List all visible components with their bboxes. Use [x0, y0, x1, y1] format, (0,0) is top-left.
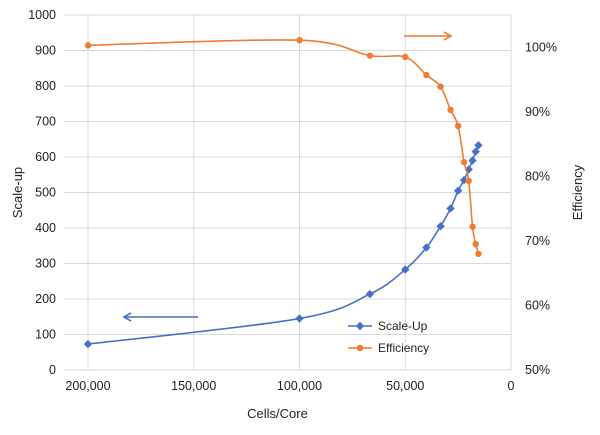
legend-label-scale-up: Scale-Up — [378, 319, 428, 333]
data-point-scale-up — [436, 222, 445, 231]
data-point-efficiency — [366, 52, 374, 59]
data-point-scale-up — [83, 339, 93, 349]
data-point-efficiency — [469, 223, 476, 230]
legend-marker-scale-up — [355, 321, 365, 331]
y-tick-label: 100 — [35, 328, 56, 342]
y2-axis-title: Efficiency — [570, 164, 585, 220]
legend-label-efficiency: Efficiency — [378, 341, 429, 355]
data-point-scale-up — [446, 204, 455, 213]
data-point-efficiency — [84, 42, 92, 49]
y2-tick-label: 80% — [525, 169, 550, 183]
data-point-efficiency — [460, 158, 468, 166]
data-point-efficiency — [454, 122, 462, 130]
y-tick-label: 0 — [49, 363, 56, 377]
x-tick-label: 0 — [508, 379, 515, 393]
y-tick-label: 900 — [35, 44, 56, 58]
y-tick-label: 200 — [35, 292, 56, 306]
arrow-left-head — [122, 312, 132, 322]
y-tick-label: 300 — [35, 257, 56, 271]
data-point-efficiency — [423, 71, 430, 79]
y-axis-title: Scale-up — [10, 167, 25, 218]
y-tick-label: 700 — [35, 115, 56, 129]
y2-tick-label: 60% — [525, 298, 550, 312]
data-point-scale-up — [468, 156, 477, 165]
x-tick-label: 100,000 — [277, 379, 322, 393]
data-point-scale-up — [401, 265, 410, 274]
x-axis-title: Cells/Core — [247, 406, 308, 421]
data-point-efficiency — [465, 177, 472, 185]
y2-tick-label: 90% — [525, 105, 550, 119]
y-tick-label: 800 — [35, 79, 56, 93]
series-line-efficiency — [87, 39, 480, 255]
x-tick-label: 200,000 — [65, 379, 110, 393]
data-point-efficiency — [447, 106, 454, 114]
series-line-scale-up — [87, 144, 480, 345]
data-point-efficiency — [437, 83, 444, 90]
arrow-right-head — [443, 31, 453, 41]
y-tick-label: 1000 — [28, 8, 56, 22]
data-point-scale-up — [453, 186, 463, 195]
x-tick-label: 150,000 — [171, 379, 216, 393]
data-point-efficiency — [296, 36, 303, 44]
data-point-efficiency — [402, 53, 409, 61]
y2-tick-label: 50% — [525, 363, 550, 377]
x-tick-label: 50,000 — [386, 379, 424, 393]
data-point-scale-up — [422, 243, 431, 252]
y-tick-label: 600 — [35, 150, 56, 164]
legend-marker-efficiency — [356, 344, 364, 352]
y2-tick-label: 70% — [525, 234, 550, 248]
y-tick-label: 400 — [35, 221, 56, 235]
y2-tick-label: 100% — [525, 40, 557, 54]
data-point-scale-up — [471, 147, 480, 156]
y-tick-label: 500 — [35, 186, 56, 200]
data-point-scale-up — [365, 289, 375, 299]
data-point-scale-up — [474, 141, 483, 150]
data-point-scale-up — [295, 314, 304, 323]
data-point-efficiency — [475, 250, 482, 258]
data-point-efficiency — [472, 240, 479, 248]
